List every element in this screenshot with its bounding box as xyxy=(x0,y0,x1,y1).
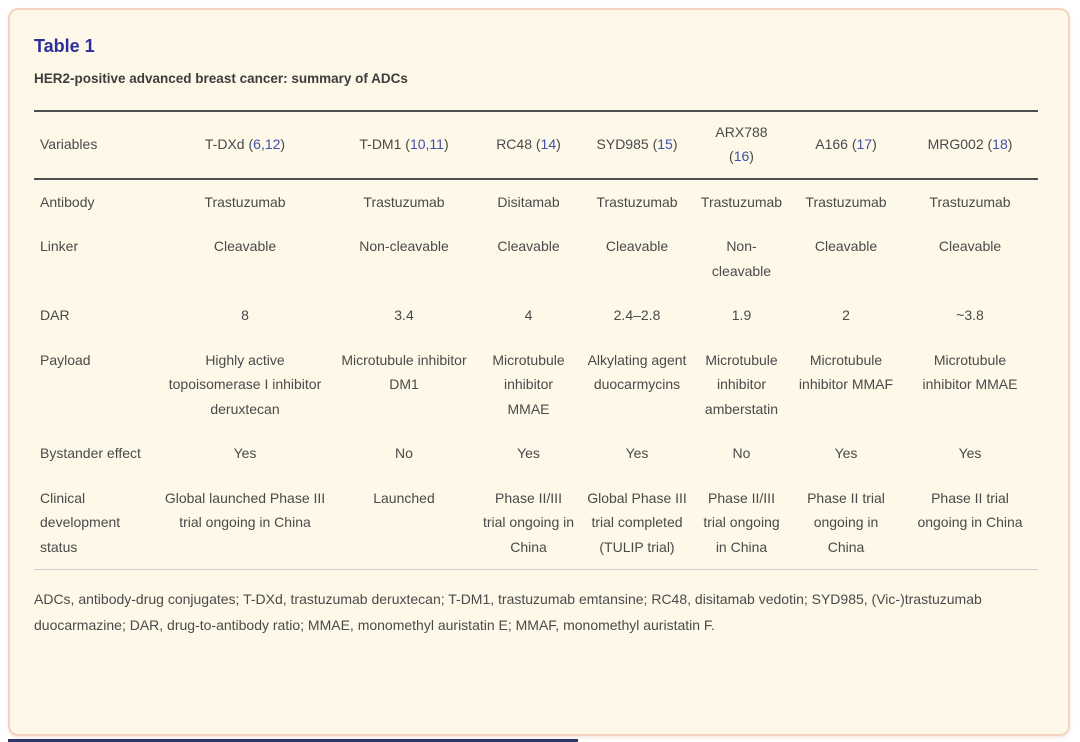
cell: Microtubule inhibitor DM1 xyxy=(341,351,467,393)
table-subtitle: HER2-positive advanced breast cancer: su… xyxy=(34,71,408,86)
cell: No xyxy=(732,445,751,462)
column-header-variables: Variables xyxy=(34,111,158,180)
drug-name: T-DM1 xyxy=(359,135,402,152)
cell: 3.4 xyxy=(394,307,414,324)
citation-link[interactable]: 10,11 xyxy=(409,135,444,152)
cell: Cleavable xyxy=(213,238,277,255)
cell: Alkylating agent duocarmycins xyxy=(587,351,687,393)
paren: ( xyxy=(729,147,734,164)
cell: Microtubule inhibitor amberstatin xyxy=(704,351,779,417)
column-header-arx788: ARX788 (16) xyxy=(693,111,790,180)
table-row-linker: Linker Cleavable Non-cleavable Cleavable… xyxy=(34,224,1038,293)
cell: Non-cleavable xyxy=(359,238,449,255)
cell: Cleavable xyxy=(605,238,669,255)
table-footnote: ADCs, antibody-drug conjugates; T-DXd, t… xyxy=(34,591,982,633)
cell: Cleavable xyxy=(814,238,878,255)
paren: ( xyxy=(851,135,857,152)
table-row-payload: Payload Highly active topoisomerase I in… xyxy=(34,338,1038,432)
cell: Phase II trial ongoing in China xyxy=(807,489,885,555)
citation-link[interactable]: 15 xyxy=(657,135,673,152)
cell: Cleavable xyxy=(497,238,560,255)
drug-name: SYD985 xyxy=(596,135,649,152)
drug-name: A166 xyxy=(815,135,848,152)
column-header-mrg002: MRG002 (18) xyxy=(902,111,1038,180)
cell: Trastuzumab xyxy=(700,193,783,210)
table-row-bystander-effect: Bystander effect Yes No Yes Yes No Yes Y… xyxy=(34,431,1038,476)
cell: Cleavable xyxy=(938,238,1002,255)
paren: ( xyxy=(535,135,541,152)
cell: Microtubule inhibitor MMAF xyxy=(798,351,894,393)
citation-link[interactable]: 14 xyxy=(540,135,557,152)
paren: ) xyxy=(443,135,449,152)
cell: Trastuzumab xyxy=(363,193,445,210)
drug-name: T-DXd xyxy=(204,135,245,152)
cell: Global Phase III trial completed (TULIP … xyxy=(587,489,687,555)
paren: ( xyxy=(652,135,658,152)
cell: Trastuzumab xyxy=(204,193,286,210)
cell: Highly active topoisomerase I inhibitor … xyxy=(168,351,322,417)
cell: 1.9 xyxy=(731,307,752,324)
column-header-tdm1: T-DM1 (10,11) xyxy=(332,111,476,180)
cell: Yes xyxy=(958,445,982,462)
drug-name: MRG002 xyxy=(927,135,984,152)
cell: Trastuzumab xyxy=(805,193,887,210)
variables-label: Variables xyxy=(40,135,98,152)
cell: Yes xyxy=(233,445,257,462)
cell: Microtubule inhibitor MMAE xyxy=(922,351,1018,393)
paren: ( xyxy=(248,135,254,152)
table-row-clinical-status: Clinical development status Global launc… xyxy=(34,476,1038,570)
citation-link[interactable]: 17 xyxy=(856,135,873,152)
cell: Yes xyxy=(625,445,649,462)
table-row-dar: DAR 8 3.4 4 2.4–2.8 1.9 2 ~3.8 xyxy=(34,293,1038,338)
paren: ) xyxy=(872,135,877,152)
column-header-rc48: RC48 (14) xyxy=(476,111,581,180)
cell: 4 xyxy=(524,307,533,324)
cell: Phase II/III trial ongoing in China xyxy=(482,489,575,555)
row-label: Bystander effect xyxy=(40,445,141,462)
paren: ) xyxy=(1007,135,1013,152)
cell: Trastuzumab xyxy=(596,193,678,210)
cell: 2.4–2.8 xyxy=(613,307,661,324)
paren: ) xyxy=(749,147,754,164)
paren: ) xyxy=(556,135,561,152)
adc-summary-table: Variables T-DXd (6,12) T-DM1 (10,11) RC4… xyxy=(34,110,1038,571)
cell: Phase II/III trial ongoing in China xyxy=(703,489,780,555)
paren: ) xyxy=(280,135,286,152)
column-header-tdxd: T-DXd (6,12) xyxy=(158,111,332,180)
row-label: DAR xyxy=(40,307,70,324)
paren: ( xyxy=(987,135,993,152)
row-label: Antibody xyxy=(40,193,95,210)
cell: Non-cleavable xyxy=(711,238,772,279)
table-title: Table 1 xyxy=(34,36,95,56)
cell: Global launched Phase III trial ongoing … xyxy=(164,489,326,531)
citation-link[interactable]: 6,12 xyxy=(253,135,281,152)
cell: Launched xyxy=(373,489,435,506)
citation-link[interactable]: 16 xyxy=(733,147,750,164)
column-header-syd985: SYD985 (15) xyxy=(581,111,693,180)
drug-name: ARX788 xyxy=(715,124,768,140)
cell: Yes xyxy=(834,445,858,462)
paren: ) xyxy=(672,135,678,152)
cell: Microtubule inhibitor MMAE xyxy=(492,351,565,417)
cell: Trastuzumab xyxy=(929,193,1011,210)
table-card: Table 1 HER2-positive advanced breast ca… xyxy=(8,8,1070,736)
row-label: Linker xyxy=(40,238,79,255)
column-header-a166: A166 (17) xyxy=(790,111,902,180)
cell: 8 xyxy=(241,307,249,324)
header-row: Variables T-DXd (6,12) T-DM1 (10,11) RC4… xyxy=(34,111,1038,180)
row-label: Payload xyxy=(40,351,91,368)
drug-name: RC48 xyxy=(496,135,532,152)
row-label: Clinical development status xyxy=(40,489,121,555)
cell: ~3.8 xyxy=(956,307,984,324)
cell: Disitamab xyxy=(497,193,560,210)
table-row-antibody: Antibody Trastuzumab Trastuzumab Disitam… xyxy=(34,179,1038,225)
citation-link[interactable]: 18 xyxy=(992,135,1008,152)
cell: Yes xyxy=(517,445,540,462)
cell: Phase II trial ongoing in China xyxy=(917,489,1023,531)
paren: ( xyxy=(405,135,410,152)
cell: No xyxy=(395,445,413,462)
cropped-bottom-element xyxy=(8,739,578,742)
cell: 2 xyxy=(842,307,850,324)
